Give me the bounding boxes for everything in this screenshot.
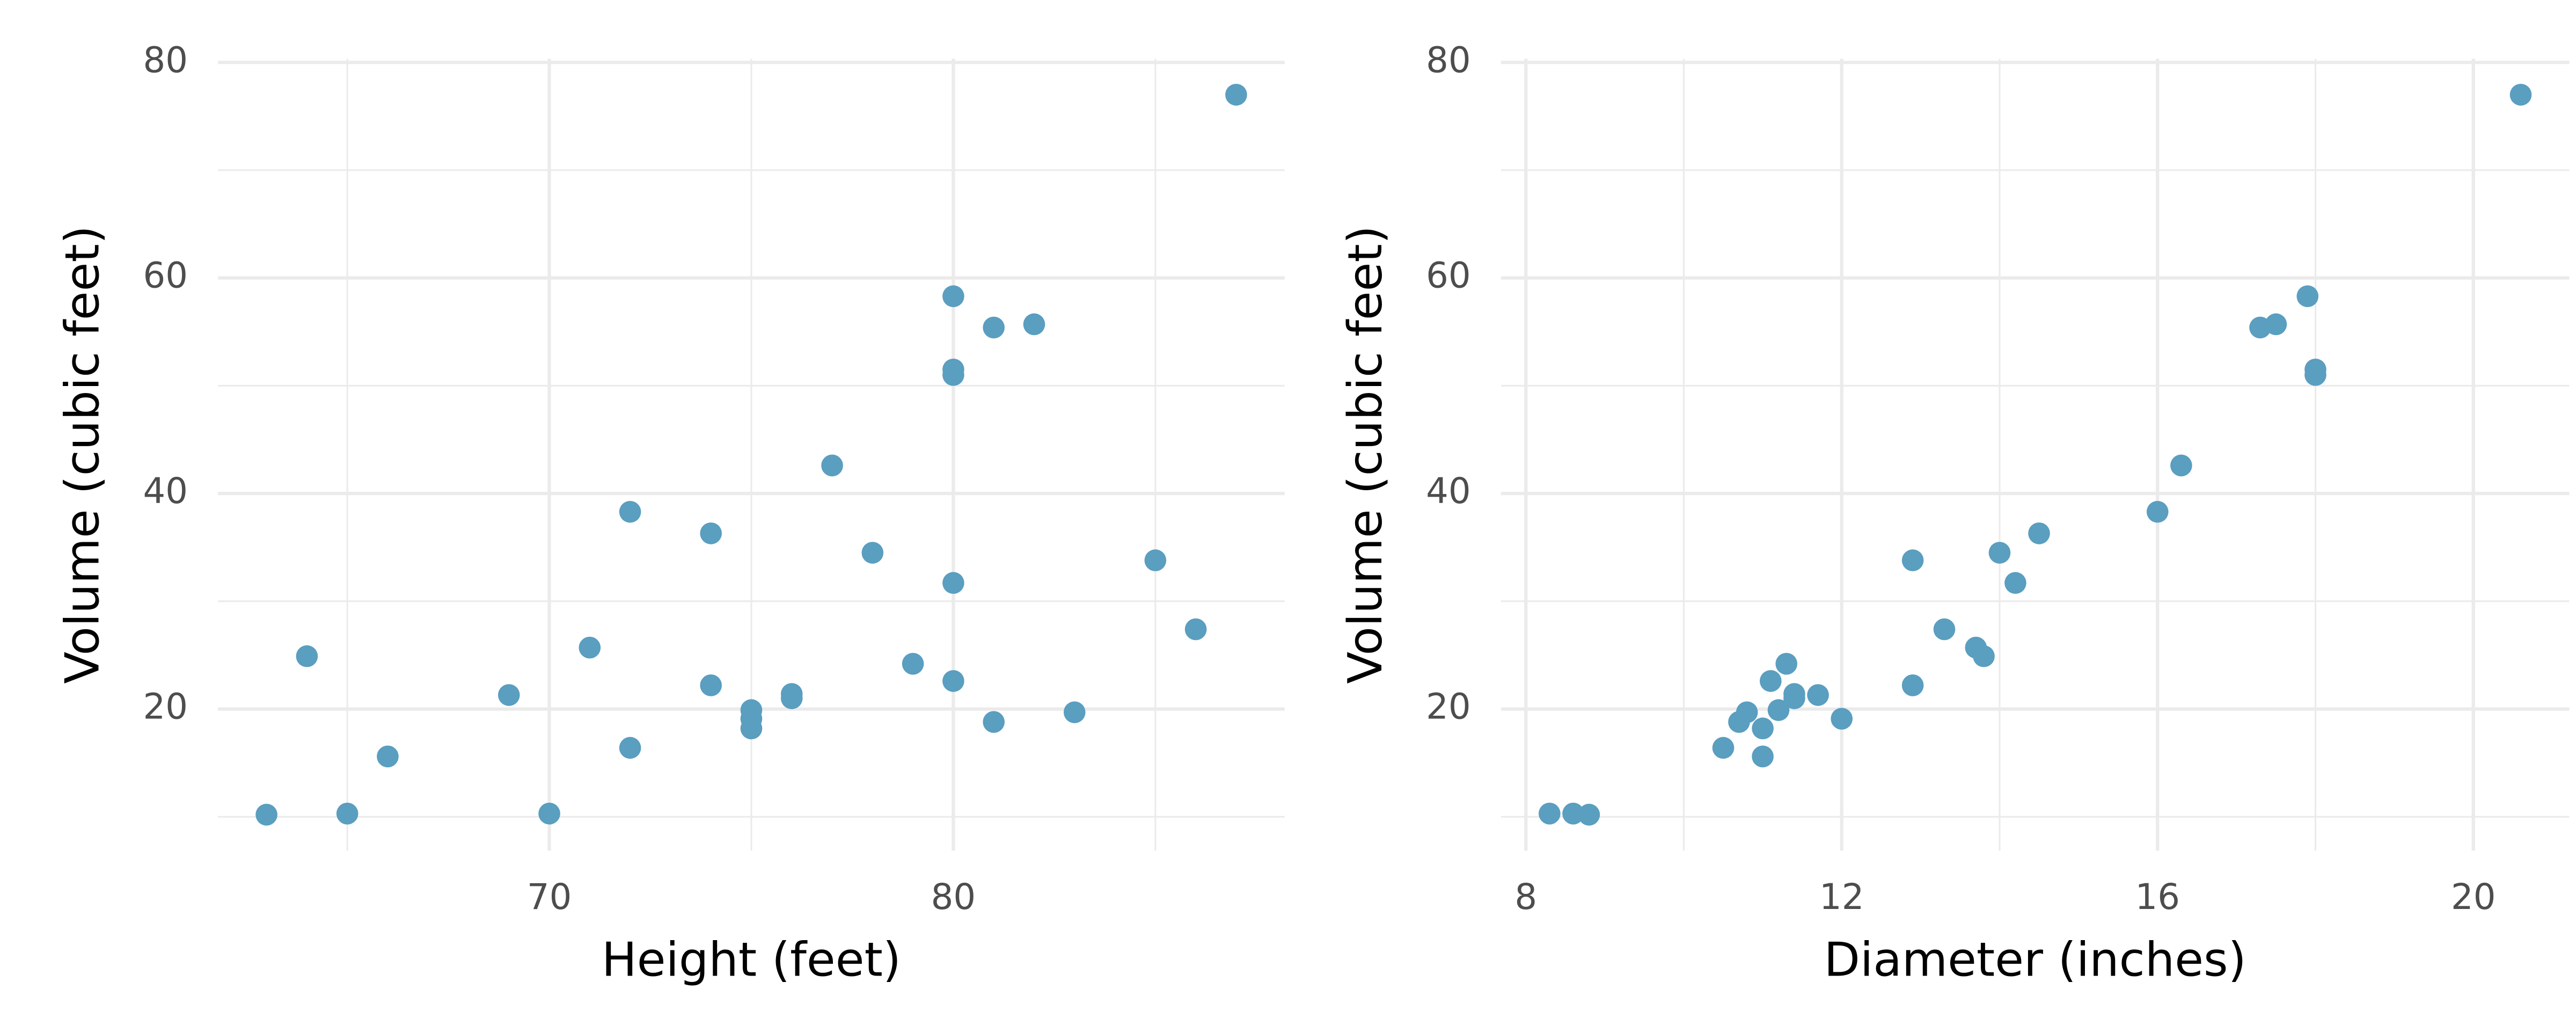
point <box>2028 522 2050 544</box>
x-axis-label: Diameter (inches) <box>1824 933 2246 987</box>
point <box>1752 717 1774 740</box>
x-tick-label: 80 <box>931 877 976 918</box>
point <box>1712 737 1735 759</box>
x-tick-label: 20 <box>2451 877 2496 918</box>
point <box>1901 549 1924 571</box>
point <box>2304 364 2326 386</box>
point <box>1225 84 1247 106</box>
point <box>296 645 318 667</box>
point <box>1973 645 1995 667</box>
point <box>497 684 520 706</box>
y-tick-label: 40 <box>1426 471 1471 512</box>
point <box>2509 84 2532 106</box>
y-tick-label: 80 <box>143 40 188 81</box>
point <box>1184 618 1207 641</box>
point <box>1933 618 1956 641</box>
point <box>2146 500 2169 523</box>
point <box>942 572 964 594</box>
point <box>1144 549 1167 571</box>
point <box>780 683 803 705</box>
point <box>619 500 641 523</box>
point <box>2170 454 2192 477</box>
y-tick-label: 40 <box>143 471 188 512</box>
y-tick-label: 80 <box>1426 40 1471 81</box>
point <box>1807 684 1829 706</box>
point <box>1539 803 1561 825</box>
point <box>1562 803 1584 825</box>
point <box>2265 313 2287 336</box>
point <box>983 316 1005 339</box>
x-tick-label: 8 <box>1514 877 1537 918</box>
x-tick-label: 16 <box>2135 877 2179 918</box>
point <box>1578 804 1600 826</box>
point <box>861 542 884 564</box>
point <box>1760 670 1782 692</box>
x-tick-label: 12 <box>1819 877 1864 918</box>
point <box>1775 652 1798 675</box>
point <box>538 803 560 825</box>
point <box>1988 542 2011 564</box>
point <box>1736 701 1758 723</box>
point <box>942 670 964 692</box>
point <box>1767 699 1790 721</box>
point <box>700 674 722 696</box>
point <box>983 711 1005 733</box>
point <box>1831 708 1853 730</box>
point <box>1901 674 1924 696</box>
y-tick-label: 20 <box>143 687 188 728</box>
point <box>902 652 924 675</box>
y-tick-label: 60 <box>143 256 188 296</box>
point <box>1063 701 1086 723</box>
y-tick-label: 20 <box>1426 687 1471 728</box>
point <box>255 804 277 826</box>
point <box>942 285 964 308</box>
point <box>700 522 722 544</box>
point <box>619 737 641 759</box>
point <box>579 636 601 659</box>
point <box>1023 313 1045 336</box>
point <box>2296 285 2319 308</box>
y-axis-label: Volume (cubic feet) <box>55 225 109 684</box>
point <box>740 708 763 730</box>
y-axis-label: Volume (cubic feet) <box>1338 225 1393 683</box>
point <box>1783 683 1805 705</box>
x-tick-label: 70 <box>527 877 572 918</box>
y-tick-label: 60 <box>1426 256 1471 296</box>
x-axis-label: Height (feet) <box>602 933 901 987</box>
point <box>1752 745 1774 768</box>
point <box>2004 572 2026 594</box>
point <box>377 745 399 768</box>
point <box>942 364 964 386</box>
point <box>821 454 843 477</box>
point <box>336 803 358 825</box>
